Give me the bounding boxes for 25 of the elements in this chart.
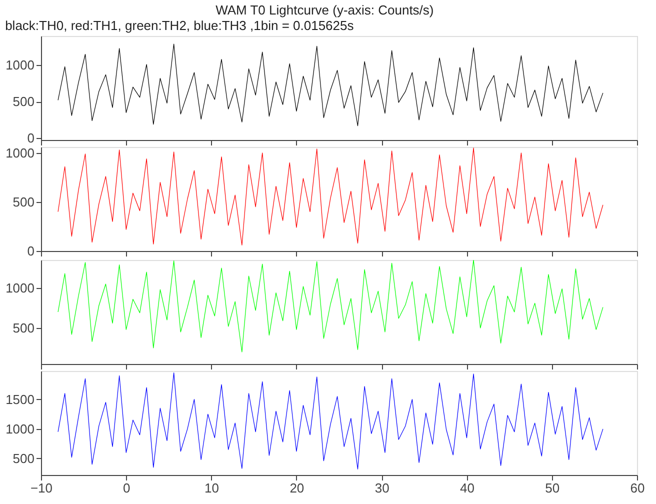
x-tick-label: 30 <box>374 480 390 496</box>
x-tick-label: 20 <box>290 480 304 496</box>
chart-subtitle: black:TH0, red:TH1, green:TH2, blue:TH3 ,1bin = 0.015625s <box>5 18 354 33</box>
x-tick-label: 50 <box>545 480 560 496</box>
line-series <box>58 372 604 470</box>
y-tick-label: 1000 <box>6 421 34 436</box>
y-tick-label: 1500 <box>6 392 34 407</box>
line-series <box>58 260 604 352</box>
y-tick-label: 0 <box>27 244 34 258</box>
y-tick-label: 1000 <box>6 280 34 296</box>
y-tick-label: 0 <box>27 130 34 146</box>
line-series <box>58 44 604 126</box>
x-tick-label: 10 <box>204 480 220 496</box>
line-series <box>58 148 604 246</box>
y-tick-label: 1000 <box>6 58 34 73</box>
x-tick-label: 60 <box>630 480 645 496</box>
x-tick-label: 0 <box>123 480 130 496</box>
x-tick-label: 40 <box>460 480 474 496</box>
y-tick-label: 500 <box>12 450 34 466</box>
y-tick-label: 1000 <box>6 145 34 160</box>
y-tick-label: 500 <box>12 320 34 336</box>
y-tick-label: 500 <box>12 94 34 110</box>
chart-title: WAM T0 Lightcurve (y-axis: Counts/s) <box>216 2 434 18</box>
y-tick-label: 500 <box>12 194 34 210</box>
x-tick-label: −10 <box>30 480 53 496</box>
